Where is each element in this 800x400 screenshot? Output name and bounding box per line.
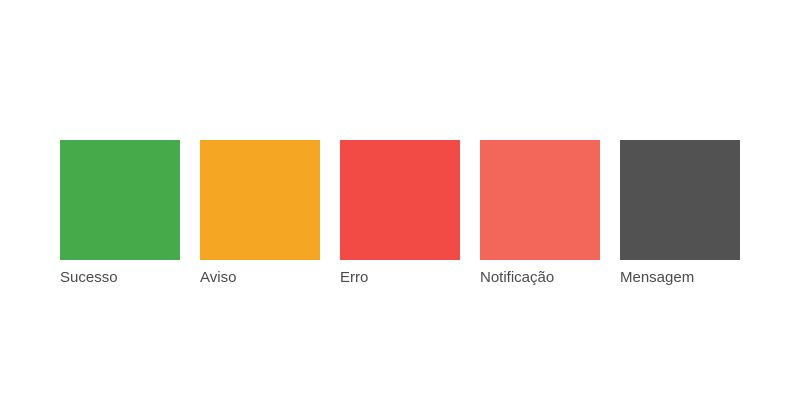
swatch-item-notificacao: Notificação — [480, 140, 600, 287]
swatch-item-sucesso: Sucesso — [60, 140, 180, 287]
swatch-label-notificacao: Notificação — [480, 269, 555, 286]
swatch-notificacao — [480, 140, 600, 260]
swatch-label-mensagem: Mensagem — [620, 269, 695, 286]
swatch-mensagem — [620, 140, 740, 260]
swatch-item-aviso: Aviso — [200, 140, 320, 287]
color-palette: Sucesso Aviso Erro Notificação Mensagem — [60, 140, 740, 287]
swatch-erro — [340, 140, 460, 260]
swatch-item-erro: Erro — [340, 140, 460, 287]
swatch-item-mensagem: Mensagem — [620, 140, 740, 287]
swatch-label-erro: Erro — [340, 269, 369, 286]
swatch-label-aviso: Aviso — [200, 269, 237, 286]
swatch-sucesso — [60, 140, 180, 260]
swatch-aviso — [200, 140, 320, 260]
swatch-label-sucesso: Sucesso — [60, 269, 118, 286]
